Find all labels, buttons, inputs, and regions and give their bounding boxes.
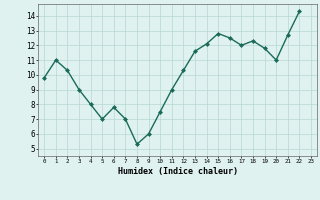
X-axis label: Humidex (Indice chaleur): Humidex (Indice chaleur): [118, 167, 238, 176]
